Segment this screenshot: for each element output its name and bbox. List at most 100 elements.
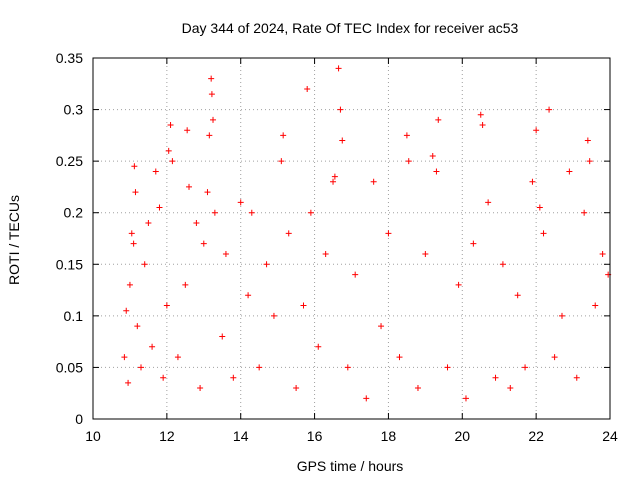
- data-point: [485, 199, 492, 206]
- data-point: [182, 281, 189, 288]
- data-point: [370, 178, 377, 185]
- data-point: [422, 250, 429, 257]
- data-point: [315, 343, 322, 350]
- y-tick-labels: 0 0.05 0.1 0.15 0.2 0.25 0.3 0.35: [56, 50, 83, 427]
- data-point: [131, 163, 138, 170]
- data-point: [529, 178, 536, 185]
- data-point: [174, 354, 181, 361]
- data-point: [444, 364, 451, 371]
- data-point: [206, 132, 213, 139]
- data-point: [558, 312, 565, 319]
- data-point: [573, 374, 580, 381]
- data-point: [331, 173, 338, 180]
- data-point: [339, 137, 346, 144]
- x-axis-label: GPS time / hours: [297, 458, 404, 474]
- x-tick-label: 12: [159, 428, 175, 444]
- data-point: [123, 307, 130, 314]
- data-point: [435, 116, 442, 123]
- data-point: [208, 75, 215, 82]
- data-point: [278, 158, 285, 165]
- data-point: [378, 323, 385, 330]
- data-point: [219, 333, 226, 340]
- data-point: [335, 65, 342, 72]
- data-point: [169, 158, 176, 165]
- data-point: [477, 111, 484, 118]
- data-point: [551, 354, 558, 361]
- data-point: [138, 364, 145, 371]
- data-point: [470, 240, 477, 247]
- data-point: [263, 261, 270, 268]
- data-point: [514, 292, 521, 299]
- y-axis-label: ROTI / TECUs: [6, 195, 22, 285]
- x-tick-label: 24: [602, 428, 618, 444]
- data-point: [322, 250, 329, 257]
- data-point: [492, 374, 499, 381]
- data-point: [280, 132, 287, 139]
- data-point: [230, 374, 237, 381]
- data-point: [121, 354, 128, 361]
- data-point: [245, 292, 252, 299]
- y-tick-label: 0.15: [56, 256, 83, 272]
- x-tick-label: 22: [528, 428, 544, 444]
- data-point: [304, 85, 311, 92]
- data-point: [126, 281, 133, 288]
- axis-ticks: [92, 57, 611, 420]
- data-point: [337, 106, 344, 113]
- x-tick-label: 16: [307, 428, 323, 444]
- y-tick-label: 0.1: [64, 308, 84, 324]
- data-point: [211, 209, 218, 216]
- data-point: [403, 132, 410, 139]
- data-points: [121, 65, 612, 402]
- data-point: [546, 106, 553, 113]
- data-point: [145, 220, 152, 227]
- data-point: [405, 158, 412, 165]
- data-point: [149, 343, 156, 350]
- data-point: [414, 385, 421, 392]
- data-point: [130, 240, 137, 247]
- data-point: [208, 91, 215, 98]
- data-point: [433, 168, 440, 175]
- data-point: [599, 250, 606, 257]
- data-point: [363, 395, 370, 402]
- data-point: [128, 230, 135, 237]
- y-tick-label: 0.35: [56, 50, 83, 66]
- data-point: [455, 281, 462, 288]
- data-point: [396, 354, 403, 361]
- data-point: [499, 261, 506, 268]
- data-point: [307, 209, 314, 216]
- data-point: [581, 209, 588, 216]
- data-point: [540, 230, 547, 237]
- data-point: [462, 395, 469, 402]
- data-point: [536, 204, 543, 211]
- data-point: [200, 240, 207, 247]
- data-point: [566, 168, 573, 175]
- data-point: [210, 116, 217, 123]
- data-point: [300, 302, 307, 309]
- grid-lines: [93, 58, 610, 419]
- data-point: [141, 261, 148, 268]
- data-point: [184, 127, 191, 134]
- data-point: [204, 189, 211, 196]
- data-point: [584, 137, 591, 144]
- data-point: [160, 374, 167, 381]
- x-tick-labels: 10 12 14 16 18 20 22 24: [85, 428, 618, 444]
- data-point: [256, 364, 263, 371]
- data-point: [586, 158, 593, 165]
- x-tick-label: 14: [233, 428, 249, 444]
- y-tick-label: 0: [75, 411, 83, 427]
- data-point: [533, 127, 540, 134]
- data-point: [352, 271, 359, 278]
- data-point: [186, 183, 193, 190]
- data-point: [163, 302, 170, 309]
- data-point: [344, 364, 351, 371]
- data-point: [285, 230, 292, 237]
- x-tick-label: 10: [85, 428, 101, 444]
- data-point: [330, 178, 337, 185]
- plot-frame: [92, 57, 611, 420]
- data-point: [248, 209, 255, 216]
- data-point: [167, 122, 174, 129]
- data-point: [385, 230, 392, 237]
- data-point: [193, 220, 200, 227]
